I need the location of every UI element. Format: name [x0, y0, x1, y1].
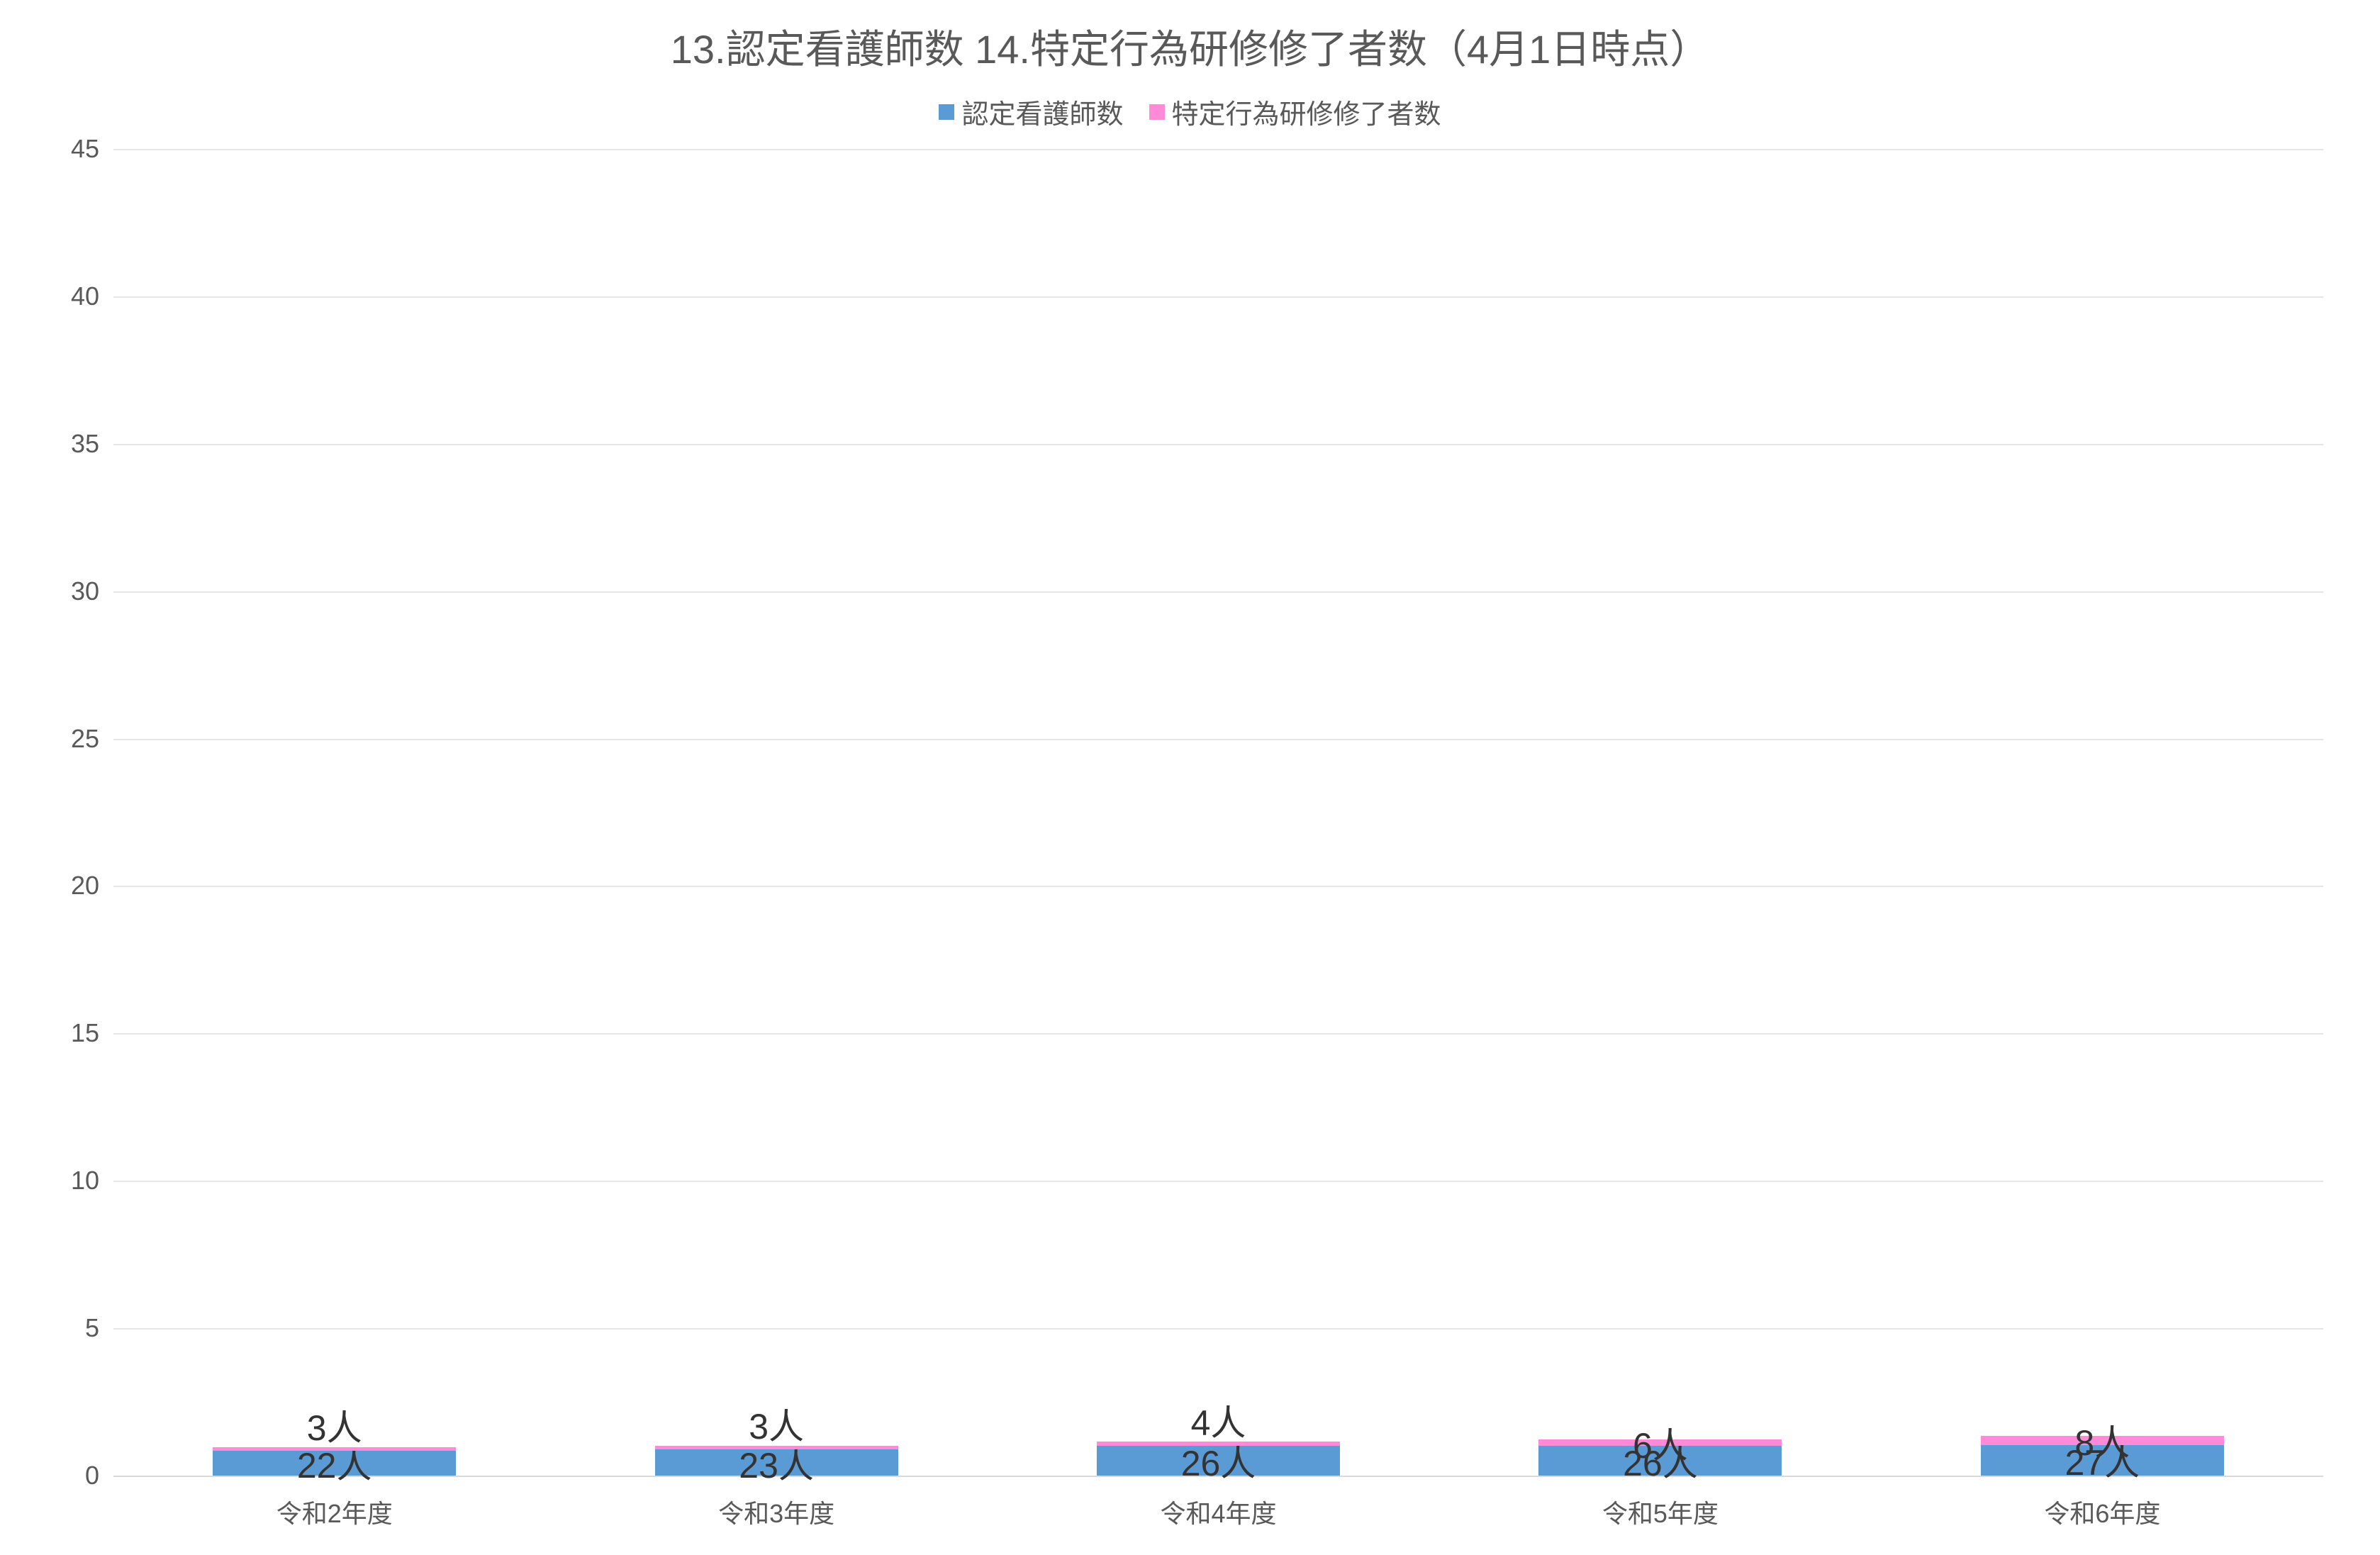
- legend-label: 特定行為研修修了者数: [1172, 92, 1441, 131]
- x-tick-label: 令和2年度: [113, 1493, 555, 1530]
- bar-slot: 22人3人令和2年度: [113, 149, 555, 1476]
- gridline: [113, 591, 2323, 593]
- bar-slot: 27人8人令和6年度: [1882, 149, 2323, 1476]
- x-tick-label: 令和5年度: [1439, 1493, 1881, 1530]
- y-tick-label: 15: [71, 1018, 99, 1048]
- gridline: [113, 444, 2323, 445]
- stacked-bar: 27人8人: [1981, 1425, 2224, 1476]
- gridline: [113, 149, 2323, 150]
- bar-value-label: 6人: [1633, 1417, 1688, 1468]
- y-tick-label: 25: [71, 724, 99, 754]
- y-tick-label: 10: [71, 1166, 99, 1195]
- bar-value-label: 3人: [307, 1400, 362, 1451]
- bar-slot: 23人3人令和3年度: [555, 149, 997, 1476]
- stacked-bar: 26人4人: [1097, 1425, 1340, 1476]
- y-tick-label: 20: [71, 871, 99, 901]
- bar-value-label: 4人: [1191, 1395, 1246, 1446]
- y-tick-label: 40: [71, 282, 99, 311]
- gridline: [113, 1033, 2323, 1035]
- legend: 認定看護師数 特定行為研修修了者数: [28, 92, 2352, 131]
- legend-item: 特定行為研修修了者数: [1149, 92, 1441, 131]
- x-tick-label: 令和3年度: [555, 1493, 997, 1530]
- gridline: [113, 1181, 2323, 1182]
- chart-title: 13.認定看護師数 14.特定行為研修修了者数（4月1日時点）: [28, 18, 2352, 75]
- y-tick-label: 35: [71, 429, 99, 459]
- y-tick-label: 30: [71, 576, 99, 606]
- bar-segment-certified: 23人: [655, 1449, 898, 1476]
- gridline: [113, 739, 2323, 740]
- bar-segment-specific: 8人: [1981, 1436, 2224, 1445]
- legend-swatch: [939, 104, 954, 120]
- stacked-bar: 22人3人: [213, 1425, 456, 1476]
- x-tick-label: 令和6年度: [1882, 1493, 2323, 1530]
- chart-container: 13.認定看護師数 14.特定行為研修修了者数（4月1日時点） 認定看護師数 特定…: [28, 14, 2352, 1541]
- stacked-bar: 23人3人: [655, 1425, 898, 1476]
- y-tick-label: 0: [85, 1461, 99, 1490]
- gridline: [113, 296, 2323, 298]
- bar-segment-specific: 3人: [655, 1446, 898, 1449]
- gridline: [113, 886, 2323, 887]
- bar-segment-certified: 26人: [1097, 1446, 1340, 1476]
- stacked-bar: 26人6人: [1538, 1425, 1782, 1476]
- legend-swatch: [1149, 104, 1165, 120]
- plot-area: 22人3人令和2年度23人3人令和3年度26人4人令和4年度26人6人令和5年度…: [113, 149, 2323, 1477]
- bar-slot: 26人4人令和4年度: [998, 149, 1439, 1476]
- legend-label: 認定看護師数: [961, 92, 1123, 131]
- bars-group: 22人3人令和2年度23人3人令和3年度26人4人令和4年度26人6人令和5年度…: [113, 149, 2323, 1476]
- bar-value-label: 3人: [749, 1398, 804, 1449]
- y-tick-label: 5: [85, 1313, 99, 1343]
- bar-slot: 26人6人令和5年度: [1439, 149, 1881, 1476]
- x-tick-label: 令和4年度: [998, 1493, 1439, 1530]
- gridline: [113, 1328, 2323, 1330]
- bar-segment-certified: 22人: [213, 1451, 456, 1476]
- bar-segment-specific: 3人: [213, 1447, 456, 1451]
- legend-item: 認定看護師数: [939, 92, 1123, 131]
- y-tick-label: 45: [71, 134, 99, 164]
- bar-segment-specific: 6人: [1538, 1439, 1782, 1447]
- plot-area-wrap: 22人3人令和2年度23人3人令和3年度26人4人令和4年度26人6人令和5年度…: [113, 149, 2323, 1477]
- bar-value-label: 8人: [2074, 1415, 2130, 1466]
- bar-segment-specific: 4人: [1097, 1442, 1340, 1446]
